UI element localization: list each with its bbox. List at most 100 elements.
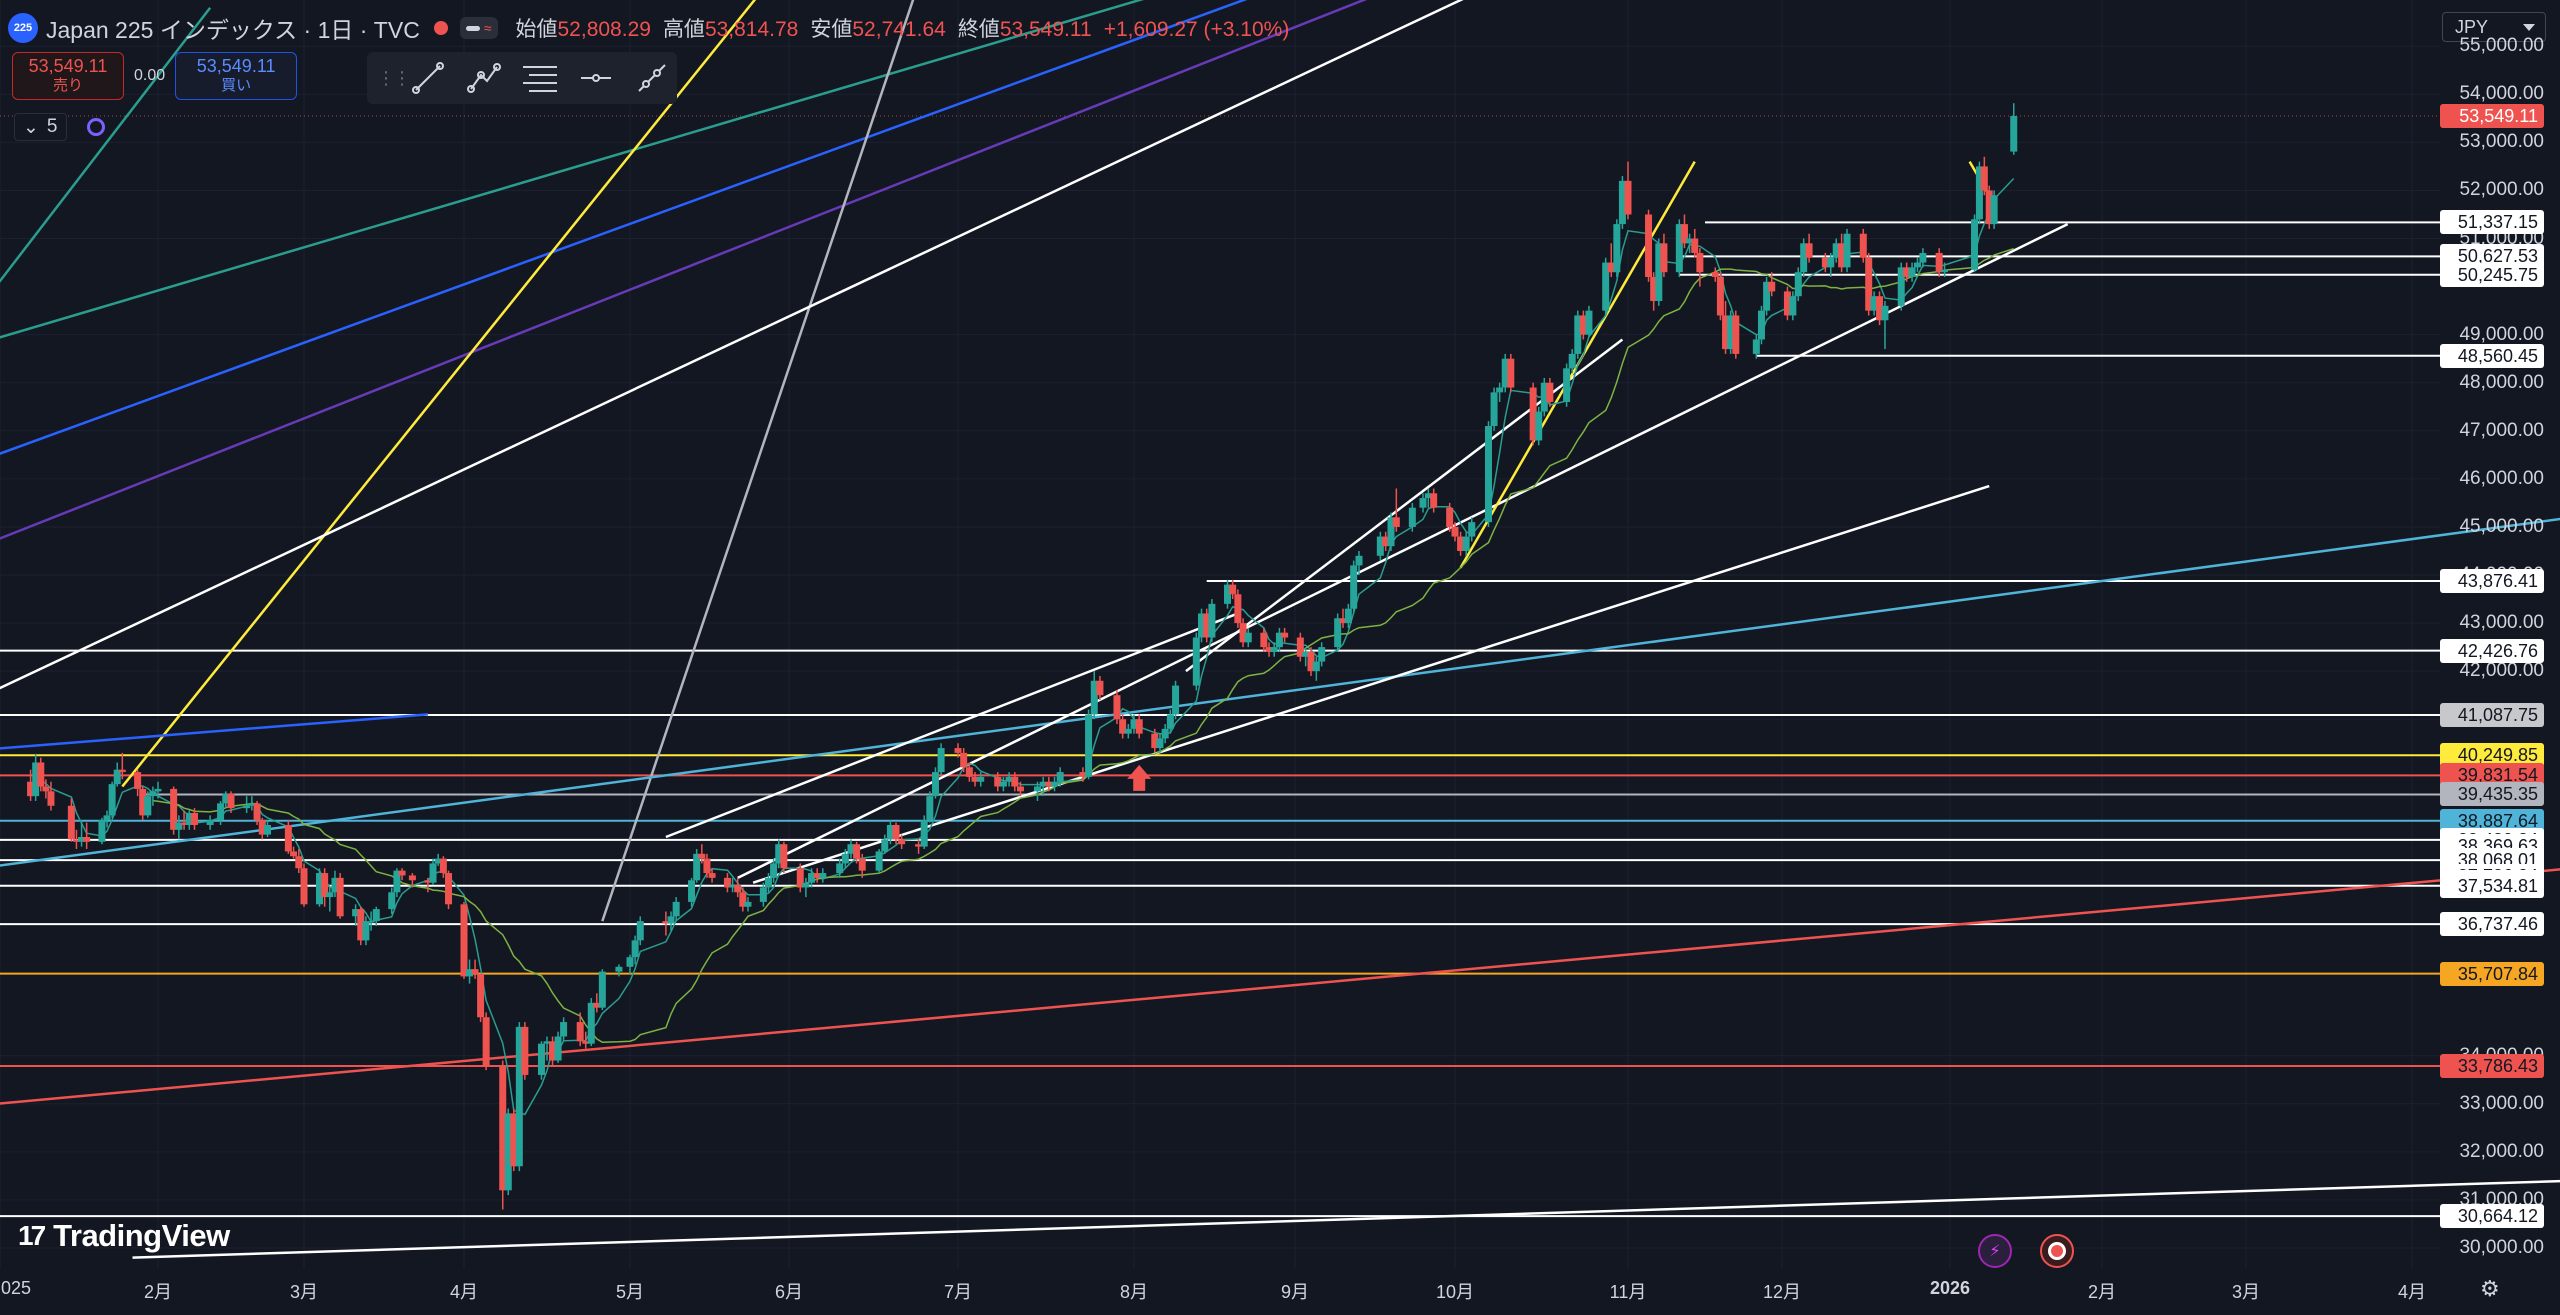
candle-body: [1757, 310, 1765, 340]
symbol-title[interactable]: Japan 225 インデックス · 1日 · TVC: [46, 17, 420, 43]
lightning-icon[interactable]: ⚡: [1978, 1234, 2012, 1268]
candle-body: [248, 803, 256, 806]
candle-body: [1789, 296, 1797, 316]
loading-icon: [86, 118, 105, 136]
indicators-collapse-button[interactable]: ⌄ 5: [14, 113, 67, 141]
candle-body: [1727, 315, 1735, 350]
candle-body: [937, 748, 945, 773]
time-tick-label: 025: [0, 1278, 32, 1298]
hide-icon: [465, 25, 480, 31]
buy-label: 買い: [221, 77, 252, 94]
candle-body: [1585, 310, 1593, 335]
logo-text: TradingView: [53, 1218, 230, 1253]
candle-body: [1392, 517, 1400, 527]
price-level-label: 48,560.45: [2440, 343, 2544, 368]
trend-line: [0, 868, 2560, 1105]
trend-line: [0, 0, 1368, 540]
candle-body: [1085, 714, 1093, 777]
candle-body: [37, 762, 45, 787]
candle-body: [1568, 353, 1576, 369]
candle-body: [796, 868, 804, 888]
candle-body: [636, 921, 644, 941]
candle-body: [144, 796, 152, 816]
record-icon[interactable]: [2040, 1234, 2074, 1268]
drag-handle-icon[interactable]: ⋮⋮: [377, 67, 411, 88]
trend-line: [665, 612, 1239, 839]
time-tick-label: 10月: [1435, 1282, 1475, 1302]
candle-body: [1618, 180, 1626, 225]
candle-body: [510, 1113, 518, 1167]
trend-line: [0, 0, 1464, 690]
legend-toggle-button[interactable]: ≈: [459, 17, 498, 39]
price-level-label: 40,249.85: [2440, 743, 2544, 768]
candle-body: [836, 863, 844, 874]
horizontal-line-tool-icon[interactable]: [575, 57, 617, 99]
candle-body: [388, 892, 396, 910]
candle-body: [898, 839, 906, 845]
candle-body: [424, 880, 432, 883]
candle-body: [78, 837, 86, 842]
candle-body: [1312, 661, 1320, 672]
trend-line-tool-icon[interactable]: [407, 57, 449, 99]
candle-body: [708, 873, 716, 878]
candle-body: [264, 824, 271, 835]
trend-line: [0, 517, 2560, 867]
candle-body: [1763, 281, 1771, 311]
candle-body: [1260, 632, 1268, 648]
candle-body: [1876, 296, 1884, 321]
candle-body: [920, 820, 928, 847]
currency-selector[interactable]: JPY: [2442, 12, 2546, 42]
tradingview-logo[interactable]: 17 TradingView: [18, 1218, 230, 1254]
candle-body: [537, 1043, 545, 1075]
candle-body: [554, 1036, 562, 1061]
candle-body: [1056, 772, 1064, 782]
price-tick-label: 47,000.00: [2459, 419, 2544, 441]
settings-gear-icon[interactable]: ⚙: [2480, 1276, 2500, 1301]
candle-body: [1624, 180, 1632, 215]
open-value: 52,808.29: [557, 18, 651, 41]
price-level-label: 51,337.15: [2440, 210, 2544, 235]
parallel-channel-tool-icon[interactable]: [463, 57, 505, 99]
candle-body: [1691, 238, 1699, 253]
price-level-label: 42,426.76: [2440, 638, 2544, 663]
candle-body: [698, 853, 706, 859]
low-value: 52,741.64: [852, 18, 946, 41]
candle-body: [1501, 358, 1509, 388]
symbol-logo-icon[interactable]: 225: [8, 13, 38, 43]
candle-body: [631, 940, 639, 958]
fib-retracement-tool-icon[interactable]: [519, 57, 561, 99]
candle-body: [770, 863, 778, 878]
sell-button[interactable]: 53,549.11 売り: [12, 52, 124, 100]
candle-body: [1686, 238, 1694, 244]
trade-panel: 53,549.11 売り 0.00 53,549.11 買い: [12, 52, 298, 100]
candle-body: [1239, 623, 1247, 643]
ray-tool-icon[interactable]: [631, 57, 673, 99]
candle-body: [1832, 243, 1840, 258]
candle-body: [560, 1022, 568, 1037]
sell-label: 売り: [52, 77, 83, 94]
candle-body: [802, 882, 810, 888]
candle-body: [858, 858, 866, 871]
candle-body: [290, 851, 298, 857]
candle-body: [1355, 555, 1363, 566]
candle-body: [662, 921, 670, 924]
dropdown-arrow-icon: [2523, 24, 2535, 31]
time-tick-label: 4月: [449, 1282, 479, 1302]
candle-body: [429, 863, 437, 883]
time-tick-label: 5月: [615, 1282, 645, 1302]
candle-body: [1113, 695, 1121, 720]
candle-body: [357, 909, 365, 941]
candle-body: [1529, 387, 1537, 441]
trend-line: [752, 484, 1990, 884]
trend-line: [0, 0, 1145, 339]
candle-body: [1613, 224, 1621, 273]
candle-body: [521, 1026, 529, 1075]
candle-body: [1783, 291, 1791, 316]
price-level-label: 50,245.75: [2440, 262, 2544, 287]
candle-body: [326, 892, 334, 898]
buy-button[interactable]: 53,549.11 買い: [175, 52, 298, 100]
candle-body: [1430, 493, 1438, 508]
candle-body: [1172, 685, 1180, 715]
candle-body: [1881, 305, 1889, 321]
